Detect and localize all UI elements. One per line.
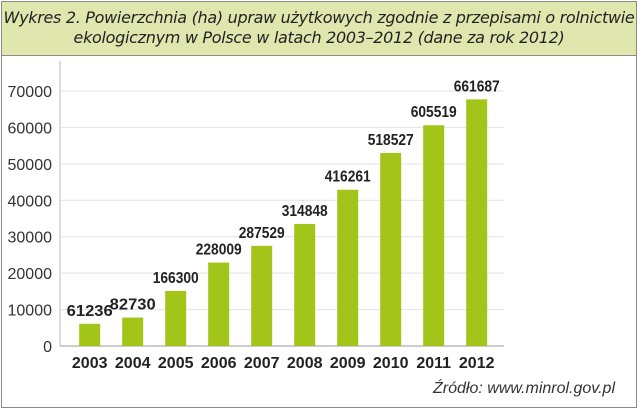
data-label-2003: 61236 xyxy=(67,303,113,320)
chart-title-line-1: Wykres 2. Powierzchnia (ha) upraw użytko… xyxy=(3,8,635,27)
bar-2012 xyxy=(466,99,488,346)
data-label-2012: 661687 xyxy=(454,78,500,95)
data-label-2011: 605519 xyxy=(411,104,457,121)
bar-2005 xyxy=(165,290,187,346)
y-tick-label: 10000 xyxy=(8,303,53,320)
bar-2007 xyxy=(251,245,273,346)
y-tick-label: 20000 xyxy=(8,266,53,283)
bar-2009 xyxy=(337,189,359,346)
x-tick-label: 2012 xyxy=(459,355,495,372)
data-label-2004: 82730 xyxy=(110,297,156,314)
bar-2004 xyxy=(122,317,144,346)
x-tick-label: 2007 xyxy=(244,355,280,372)
y-tick-label: 0 xyxy=(43,339,52,356)
bar-2011 xyxy=(423,125,445,346)
bar-2003 xyxy=(79,323,101,346)
x-tick-label: 2011 xyxy=(416,355,451,372)
chart-title-line-2: ekologicznym w Polsce w latach 2003–2012… xyxy=(73,28,565,47)
chart-title: Wykres 2. Powierzchnia (ha) upraw użytko… xyxy=(1,1,637,56)
x-tick-label: 2008 xyxy=(287,355,323,372)
chart-source: Źródło: www.minrol.gov.pl xyxy=(433,380,615,397)
x-tick-label: 2005 xyxy=(158,355,194,372)
data-label-2007: 287529 xyxy=(239,225,285,242)
data-label-2009: 416261 xyxy=(325,169,371,186)
x-tick-label: 2004 xyxy=(115,355,151,372)
y-tick-label: 70000 xyxy=(8,84,53,101)
y-tick-label: 30000 xyxy=(8,230,53,247)
bar-2008 xyxy=(294,223,316,346)
data-label-2006: 228009 xyxy=(196,242,242,259)
x-tick-label: 2006 xyxy=(201,355,237,372)
data-label-2010: 518527 xyxy=(368,132,414,149)
data-label-2005: 166300 xyxy=(153,270,199,287)
data-label-2008: 314848 xyxy=(282,203,328,220)
x-tick-label: 2003 xyxy=(72,355,108,372)
y-tick-label: 50000 xyxy=(8,157,53,174)
y-tick-label: 60000 xyxy=(8,120,53,137)
x-tick-label: 2010 xyxy=(373,355,409,372)
x-tick-label: 2009 xyxy=(330,355,366,372)
y-tick-label: 40000 xyxy=(8,193,53,210)
bar-2010 xyxy=(380,152,402,346)
bar-2006 xyxy=(208,262,230,346)
